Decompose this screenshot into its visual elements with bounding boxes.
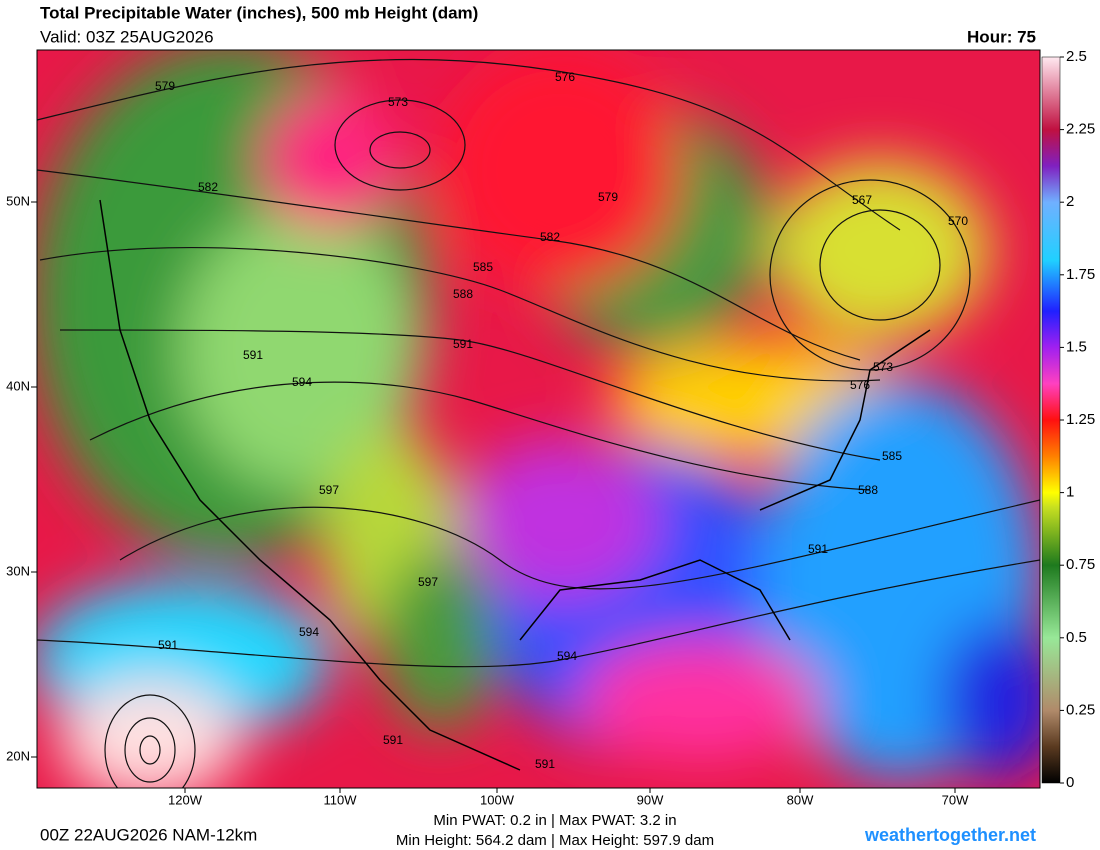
- lon-label: 120W: [168, 792, 203, 807]
- map-frame: [36, 49, 1041, 789]
- lon-label: 100W: [480, 792, 515, 807]
- contour-label: 588: [453, 287, 473, 301]
- contour-label: 582: [198, 180, 218, 194]
- colorbar-label: 1.75: [1066, 266, 1095, 283]
- contour-label: 582: [540, 230, 560, 244]
- contour-label: 594: [299, 625, 319, 639]
- colorbar-label: 1: [1066, 484, 1074, 501]
- lat-label: 20N: [6, 748, 30, 763]
- colorbar-label: 0: [1066, 774, 1074, 791]
- contour-label: 579: [598, 190, 618, 204]
- colorbar-label: 2: [1066, 193, 1074, 210]
- contour-label: 591: [383, 733, 403, 747]
- contour-label: 591: [243, 348, 263, 362]
- contour-label: 579: [155, 79, 175, 93]
- contour-label: 573: [388, 95, 408, 109]
- colorbar: [1041, 56, 1061, 784]
- colorbar-label: 1.5: [1066, 338, 1087, 355]
- colorbar-label: 2.25: [1066, 121, 1095, 138]
- lon-label: 70W: [942, 792, 969, 807]
- height-range: Min Height: 564.2 dam | Max Height: 597.…: [396, 832, 714, 849]
- lat-label: 30N: [6, 563, 30, 578]
- contour-label: 597: [418, 575, 438, 589]
- model-run: 00Z 22AUG2026 NAM-12km: [40, 825, 257, 844]
- valid-time: Valid: 03Z 25AUG2026: [40, 27, 214, 46]
- map-field: [37, 50, 1040, 788]
- lat-label: 50N: [6, 193, 30, 208]
- colorbar-label: 0.25: [1066, 701, 1095, 718]
- colorbar-label: 1.25: [1066, 411, 1095, 428]
- contour-label: 594: [292, 375, 312, 389]
- colorbar-label: 0.75: [1066, 556, 1095, 573]
- contour-label: 570: [948, 214, 968, 228]
- contour-label: 597: [319, 483, 339, 497]
- contour-label: 573: [873, 360, 893, 374]
- map-title: Total Precipitable Water (inches), 500 m…: [40, 3, 478, 22]
- contour-label: 591: [808, 542, 828, 556]
- lon-label: 110W: [324, 792, 358, 807]
- lon-label: 80W: [787, 792, 814, 807]
- site-credit[interactable]: weathertogether.net: [864, 825, 1036, 845]
- lat-label: 40N: [6, 378, 30, 393]
- contour-label: 591: [453, 337, 473, 351]
- contour-label: 567: [852, 193, 872, 207]
- pwat-range: Min PWAT: 0.2 in | Max PWAT: 3.2 in: [433, 812, 676, 829]
- contour-label: 576: [850, 378, 870, 392]
- contour-label: 585: [473, 260, 493, 274]
- contour-label: 576: [555, 70, 575, 84]
- contour-label: 591: [535, 757, 555, 771]
- lon-label: 90W: [637, 792, 664, 807]
- forecast-hour: Hour: 75: [967, 27, 1036, 46]
- contour-label: 588: [858, 483, 878, 497]
- colorbar-label: 0.5: [1066, 629, 1087, 646]
- contour-label: 594: [557, 649, 577, 663]
- contour-label: 585: [882, 449, 902, 463]
- colorbar-label: 2.5: [1066, 48, 1087, 65]
- contour-label: 591: [158, 638, 178, 652]
